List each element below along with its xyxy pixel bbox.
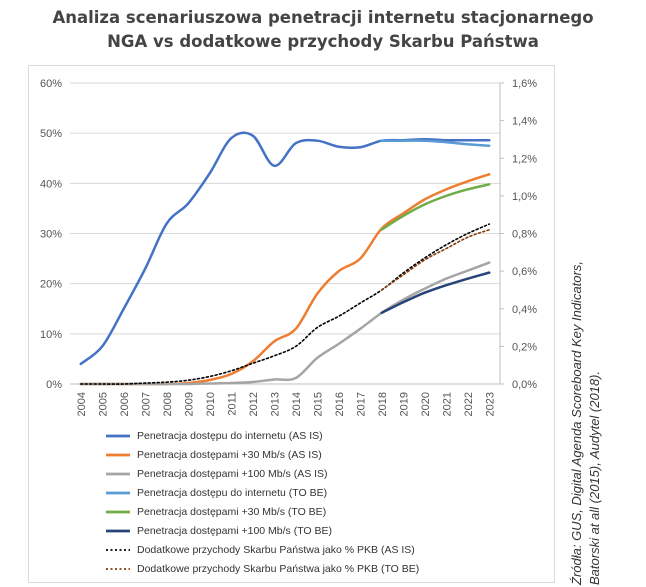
x-tick-label: 2021 (441, 392, 453, 416)
right-tick-label: 0,4% (512, 304, 537, 316)
right-tick-label: 1,6% (512, 78, 537, 90)
right-tick-label: 0,2% (512, 341, 537, 353)
x-tick-label: 2009 (183, 392, 195, 416)
legend-swatch (106, 472, 130, 475)
legend-label: Dodatkowe przychody Skarbu Państwa jako … (137, 562, 420, 575)
chart-title: Analiza scenariuszowa penetracji interne… (0, 6, 646, 54)
source-note: Źródła: GUS, Digital Agenda Scoreboard K… (568, 185, 604, 585)
series-line-7 (380, 228, 491, 291)
legend-swatch (106, 567, 130, 570)
x-tick-label: 2015 (312, 392, 324, 416)
right-tick-label: 0,0% (512, 379, 537, 391)
x-tick-label: 2004 (76, 392, 88, 416)
right-tick-label: 1,2% (512, 153, 537, 165)
legend-label: Penetracja dostępami +30 Mb/s (AS IS) (137, 448, 322, 461)
left-tick-label: 50% (40, 128, 62, 140)
x-tick-label: 2011 (226, 392, 238, 416)
chart-frame (28, 65, 555, 583)
x-tick-label: 2019 (398, 392, 410, 416)
source-line-2: Batorski at all (2015), Audytel (2018). (587, 370, 602, 585)
source-line-1: Źródła: GUS, Digital Agenda Scoreboard K… (569, 261, 584, 585)
legend-label: Penetracja dostępami +30 Mb/s (TO BE) (137, 505, 327, 518)
legend-swatch (106, 529, 130, 532)
x-tick-label: 2010 (205, 392, 217, 416)
legend-label: Penetracja dostępami +100 Mb/s (AS IS) (137, 467, 328, 480)
x-tick-label: 2013 (269, 392, 281, 416)
legend-swatch (106, 510, 130, 513)
left-axis-ticks: 0% 10% 20% 30% 40% 50% 60% (40, 78, 62, 391)
x-tick-label: 2005 (97, 392, 109, 416)
x-tick-label: 2006 (119, 392, 131, 416)
x-tick-label: 2014 (291, 392, 303, 416)
x-tick-label: 2012 (248, 392, 260, 416)
legend-label: Penetracja dostępu do internetu (AS IS) (137, 429, 323, 442)
right-tick-label: 0,6% (512, 266, 537, 278)
legend-item: Penetracja dostępami +30 Mb/s (TO BE) (105, 502, 545, 521)
x-tick-label: 2022 (463, 392, 475, 416)
left-tick-label: 40% (40, 178, 62, 190)
left-tick-label: 20% (40, 279, 62, 291)
series-line-0 (79, 131, 491, 366)
legend: Penetracja dostępu do internetu (AS IS) P… (105, 426, 545, 578)
legend-swatch (106, 548, 130, 551)
legend-swatch (106, 491, 130, 494)
right-tick-label: 0,8% (512, 229, 537, 241)
left-tick-label: 60% (40, 78, 62, 90)
legend-swatch (106, 453, 130, 456)
x-tick-label: 2008 (162, 392, 174, 416)
legend-label: Dodatkowe przychody Skarbu Państwa jako … (137, 543, 415, 556)
x-tick-label: 2023 (484, 392, 496, 416)
series-line-3 (380, 139, 491, 147)
left-tick-label: 0% (46, 379, 62, 391)
x-tick-label: 2017 (355, 392, 367, 416)
legend-item: Penetracja dostępami +100 Mb/s (TO BE) (105, 521, 545, 540)
legend-item: Penetracja dostępu do internetu (TO BE) (105, 483, 545, 502)
x-tick-label: 2020 (420, 392, 432, 416)
chart-title-line-2: NGA vs dodatkowe przychody Skarbu Państw… (107, 32, 539, 51)
series-line-4 (380, 183, 491, 231)
left-tick-label: 10% (40, 329, 62, 341)
legend-label: Penetracja dostępu do internetu (TO BE) (137, 486, 328, 499)
chart-title-line-1: Analiza scenariuszowa penetracji interne… (52, 8, 594, 27)
gridlines (70, 82, 501, 385)
legend-item: Penetracja dostępu do internetu (AS IS) (105, 426, 545, 445)
x-tick-label: 2007 (140, 392, 152, 416)
legend-label: Penetracja dostępami +100 Mb/s (TO BE) (137, 524, 333, 537)
legend-swatch (106, 434, 130, 437)
legend-item: Dodatkowe przychody Skarbu Państwa jako … (105, 540, 545, 559)
series-line-2 (79, 261, 491, 386)
x-axis-ticks: 2004 2005 2006 2007 2008 2009 2010 2011 2012 2013… (76, 392, 497, 416)
series-lines (79, 131, 491, 386)
series-line-6 (79, 223, 491, 385)
right-tick-label: 1,4% (512, 116, 537, 128)
right-axis-ticks: 0,0% 0,2% 0,4% 0,6% 0,8% 1,0% 1,2% 1,4% 1,6% (500, 78, 537, 391)
left-tick-label: 30% (40, 229, 62, 241)
series-line-5 (380, 271, 491, 315)
legend-item: Dodatkowe przychody Skarbu Państwa jako … (105, 559, 545, 578)
legend-item: Penetracja dostępami +30 Mb/s (AS IS) (105, 445, 545, 464)
right-tick-label: 1,0% (512, 191, 537, 203)
x-tick-label: 2018 (377, 392, 389, 416)
x-tick-label: 2016 (334, 392, 346, 416)
legend-item: Penetracja dostępami +100 Mb/s (AS IS) (105, 464, 545, 483)
